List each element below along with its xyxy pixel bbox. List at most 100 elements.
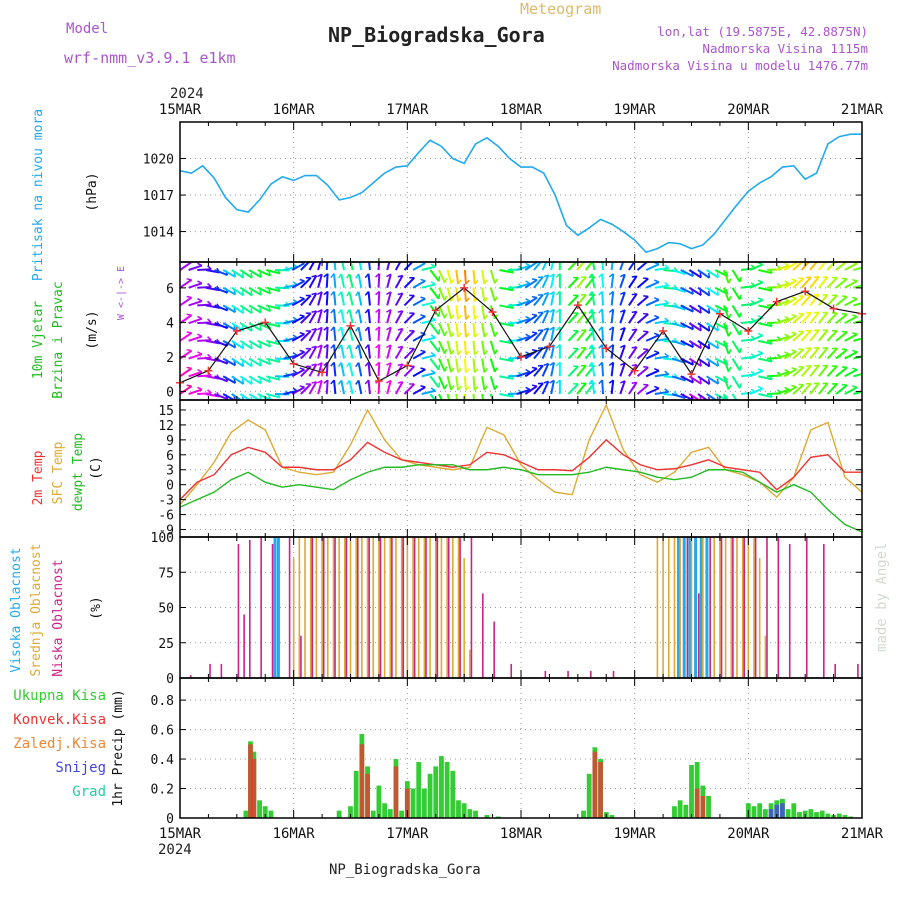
wind-barb-tick — [699, 378, 702, 384]
wind-barb — [844, 262, 858, 271]
wind-barb-tick — [841, 366, 848, 369]
wind-barb — [499, 339, 514, 345]
wind-barb-tick — [725, 359, 729, 366]
wind-barb — [481, 305, 486, 320]
wind-barb — [222, 375, 236, 384]
cloud-ytick-label: 50 — [158, 602, 174, 617]
wind-barb-tick — [474, 368, 479, 374]
wind-barb-tick — [317, 308, 323, 313]
wind-barb — [826, 347, 838, 360]
wind-barb-tick — [323, 273, 329, 278]
wind-barb — [317, 327, 323, 342]
wind-barb — [325, 379, 329, 395]
wind-barb-tick — [259, 289, 262, 296]
wind-barb-tick — [620, 380, 626, 384]
wind-barb — [248, 322, 262, 332]
wind-barb — [317, 309, 323, 324]
total-precip-bar — [825, 813, 831, 818]
wind-barb-tick — [375, 361, 380, 367]
wind-barb — [758, 286, 773, 292]
wind-barb-tick — [863, 264, 867, 267]
wind-barb-tick — [259, 272, 262, 278]
wind-barb — [291, 297, 305, 307]
wind-barb-tick — [494, 331, 498, 337]
wind-barb — [239, 393, 252, 400]
wind-barb — [308, 310, 318, 324]
wind-barb-tick — [337, 344, 342, 350]
wind-barb — [481, 269, 486, 284]
wind-barb-tick — [654, 297, 660, 301]
xtick-label-bottom: 18MAR — [500, 826, 543, 842]
wind-barb — [300, 262, 311, 271]
precip-ytick-label: 0 — [166, 812, 174, 827]
total-precip-bar — [467, 809, 473, 818]
wind-barb — [645, 263, 660, 271]
wind-barb-tick — [608, 308, 614, 313]
wind-barb-tick — [299, 349, 305, 353]
wind-barb-tick — [186, 331, 192, 334]
wind-barb — [645, 281, 660, 289]
wind-barb-tick — [438, 311, 441, 317]
wind-barb-tick — [438, 364, 441, 370]
wind-barb-tick — [474, 315, 479, 320]
wind-barb-tick — [863, 282, 867, 285]
wind-barb-tick — [259, 343, 262, 349]
wind-barb — [731, 340, 741, 354]
wind-barb — [550, 291, 555, 306]
wind-barb-tick — [397, 381, 403, 384]
wind-barb-tick — [465, 386, 470, 391]
wind-barb-tick — [311, 381, 317, 384]
wind-barb — [308, 381, 318, 395]
wind-barb-tick — [186, 313, 192, 316]
total-precip-bar — [581, 810, 586, 818]
wind-ylabel-2: Brzina i Pravac — [51, 281, 66, 398]
wind-barb — [697, 286, 711, 297]
wind-barb-tick — [323, 379, 329, 384]
wind-barb — [722, 305, 730, 319]
wind-barb — [576, 311, 587, 324]
wind-ytick-label: 0 — [166, 385, 174, 400]
wind-barb — [844, 297, 858, 307]
wind-barb-tick — [268, 270, 272, 277]
total-precip-bar — [757, 803, 763, 818]
wind-barb — [463, 376, 467, 391]
wind-barb — [348, 344, 354, 359]
wind-barb-tick — [330, 308, 335, 314]
wind-barb-tick — [397, 327, 403, 331]
wind-barb — [239, 269, 253, 279]
xtick-label-top: 20MAR — [727, 102, 770, 118]
wind-barb-tick — [549, 361, 555, 366]
wind-barb-tick — [707, 290, 711, 296]
wind-barb-tick — [299, 314, 305, 318]
wind-barb — [541, 327, 550, 342]
wind-barb — [438, 269, 446, 284]
wind-barb — [222, 286, 236, 296]
wind-barb — [758, 304, 773, 310]
wind-barb — [257, 375, 271, 383]
wind-barb-tick — [457, 385, 462, 391]
wind-barb — [853, 302, 862, 307]
wind-barb — [722, 340, 730, 355]
wind-barb-tick — [457, 368, 462, 373]
cloud-label-mid: Srednja Oblacnost — [29, 543, 44, 676]
wind-barb — [438, 375, 446, 390]
total-precip-bar — [427, 773, 433, 818]
dewpt-temp-line — [179, 464, 863, 533]
wind-barb — [645, 351, 660, 360]
total-precip-bar — [689, 764, 694, 818]
wind-unit: (m/s) — [85, 310, 100, 349]
wind-barb — [325, 273, 329, 288]
wind-barb — [463, 287, 467, 302]
wind-barb — [348, 380, 354, 395]
wind-barb-tick — [397, 363, 403, 367]
wind-barb — [628, 275, 638, 289]
wind-barb — [472, 358, 476, 373]
wind-barb — [731, 358, 741, 372]
wind-barb-tick — [699, 290, 702, 296]
wind-barb — [844, 280, 858, 289]
wind-barb — [826, 312, 838, 324]
wind-barb-tick — [707, 325, 711, 332]
wind-barb — [775, 300, 790, 307]
wind-barb — [333, 273, 337, 288]
wind-barb — [722, 393, 728, 400]
